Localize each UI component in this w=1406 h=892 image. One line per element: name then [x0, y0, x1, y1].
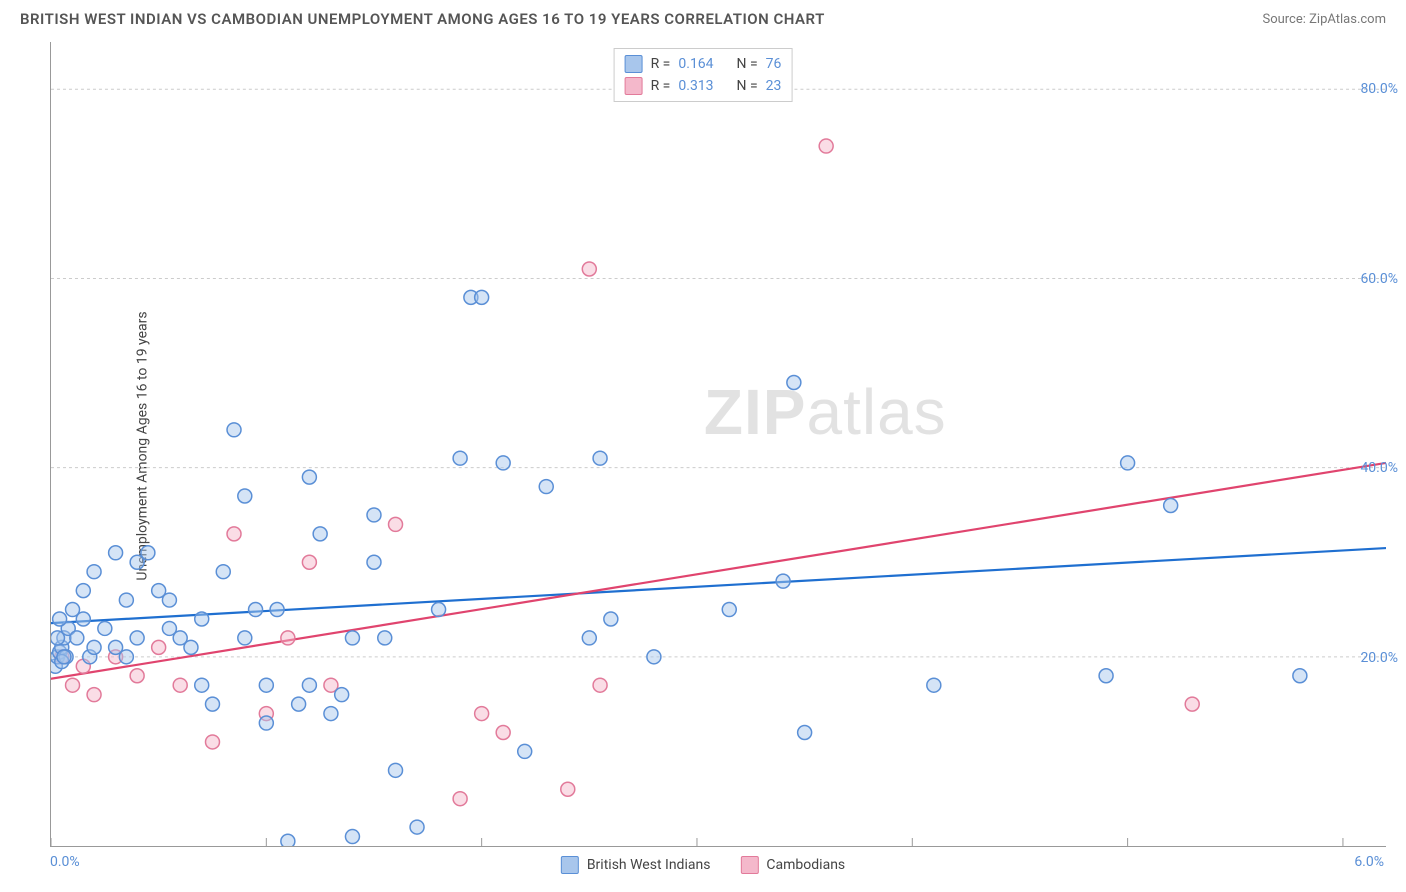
r-value-cam: 0.313: [678, 78, 713, 94]
y-tick-label: 80.0%: [1360, 81, 1398, 97]
legend-item-cam: Cambodians: [740, 856, 845, 874]
n-value-cam: 23: [766, 78, 782, 94]
source-label: Source: ZipAtlas.com: [1262, 12, 1386, 27]
scatter-plot: [51, 42, 1386, 846]
chart-area: ZIPatlas: [50, 42, 1386, 847]
correlation-legend: R = 0.164 N = 76 R = 0.313 N = 23: [614, 48, 793, 102]
chart-title: BRITISH WEST INDIAN VS CAMBODIAN UNEMPLO…: [20, 10, 825, 28]
swatch-bwi: [625, 55, 643, 73]
x-tick-label: 6.0%: [1354, 854, 1384, 870]
swatch-bwi-icon: [561, 856, 579, 874]
y-tick-label: 20.0%: [1360, 650, 1398, 666]
n-value-bwi: 76: [766, 56, 782, 72]
legend-label-bwi: British West Indians: [587, 857, 711, 873]
legend-label-cam: Cambodians: [766, 857, 845, 873]
r-value-bwi: 0.164: [678, 56, 713, 72]
legend-row-bwi: R = 0.164 N = 76: [625, 53, 782, 75]
series-legend: British West Indians Cambodians: [561, 856, 845, 874]
y-tick-label: 60.0%: [1360, 271, 1398, 287]
legend-row-cam: R = 0.313 N = 23: [625, 75, 782, 97]
swatch-cam: [625, 77, 643, 95]
x-tick-label: 0.0%: [50, 854, 80, 870]
swatch-cam-icon: [740, 856, 758, 874]
y-tick-label: 40.0%: [1360, 460, 1398, 476]
legend-item-bwi: British West Indians: [561, 856, 711, 874]
